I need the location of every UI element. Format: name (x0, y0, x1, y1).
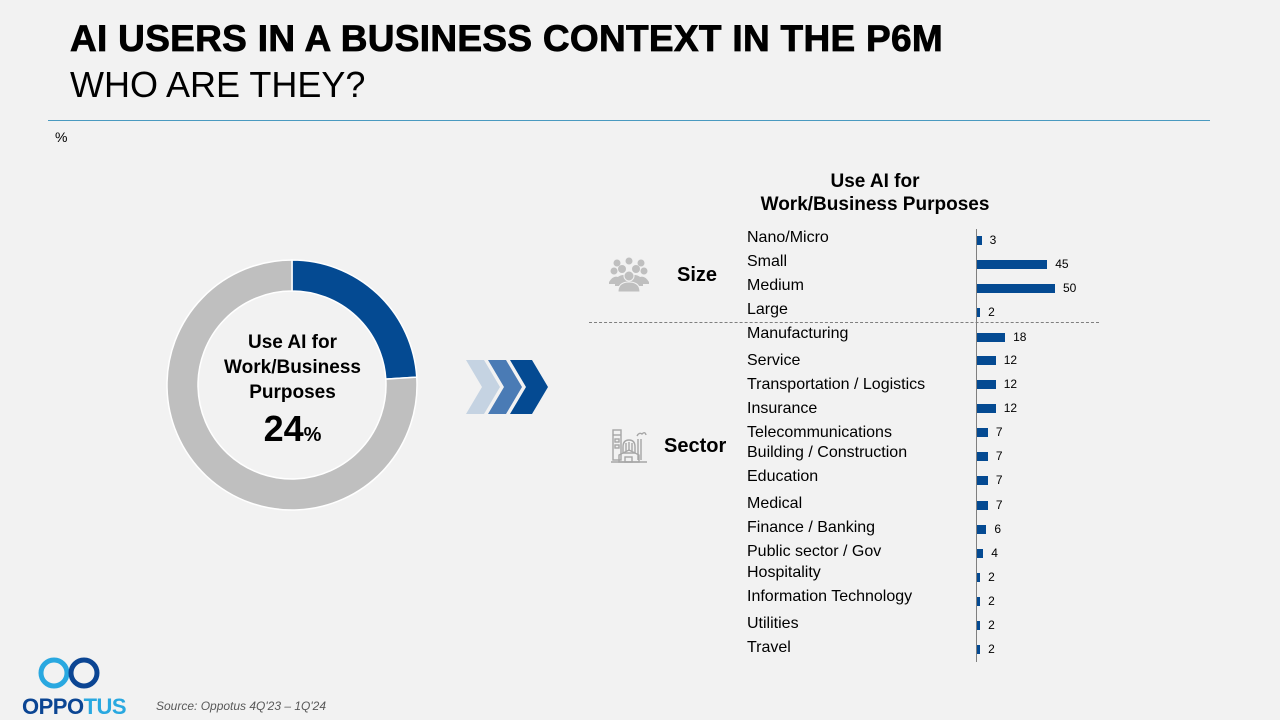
bar-value-label: 45 (1055, 257, 1069, 271)
category-label: Telecommunications (747, 424, 892, 441)
donut-value: 24% (195, 407, 390, 457)
bar (977, 236, 982, 245)
bar-chart-title-line2: Work/Business Purposes (760, 194, 990, 215)
sector-group-label: Sector (664, 435, 727, 457)
bar-chart-title-line1: Use AI for (830, 171, 920, 192)
bar-value-label: 2 (988, 642, 995, 656)
chevron-light-icon (466, 360, 500, 414)
donut-center-label: Use AI for Work/Business Purposes 24% (195, 330, 390, 457)
bar (977, 525, 987, 534)
bar (977, 645, 981, 654)
page-title: AI USERS IN A BUSINESS CONTEXT IN THE P6… (70, 18, 944, 60)
donut-chart (166, 259, 418, 511)
chevron-mid-icon (488, 360, 522, 414)
donut-slice-others (166, 259, 418, 511)
bar (977, 260, 1048, 269)
category-label: Building / Construction (747, 444, 908, 461)
category-label: Public sector / Gov (747, 543, 882, 560)
logo-text-part1: OPPO (22, 694, 84, 719)
category-label: Service (747, 352, 801, 369)
oppotus-logo-icon (38, 657, 100, 689)
category-label: Small (747, 253, 788, 270)
category-label: Education (747, 468, 819, 485)
donut-value-suffix: % (303, 424, 322, 446)
bar-value-label: 50 (1063, 281, 1077, 295)
bar (977, 428, 988, 437)
bar (977, 333, 1006, 342)
bar-value-label: 2 (988, 618, 995, 632)
category-label: Large (747, 301, 788, 318)
bar-value-label: 12 (1003, 353, 1018, 367)
bar-value-label: 7 (995, 473, 1003, 487)
unit-label: % (55, 129, 68, 145)
donut-label-line2: Work/Business (224, 357, 361, 378)
category-label: Insurance (747, 400, 818, 417)
bar-value-label: 2 (988, 594, 995, 608)
bar-value-label: 7 (995, 449, 1003, 463)
logo-text-part2: TUS (83, 694, 127, 719)
donut-value-number: 24 (263, 408, 304, 449)
category-label: Information Technology (747, 588, 913, 605)
bar-value-label: 7 (995, 425, 1003, 439)
category-label: Medium (747, 277, 804, 294)
bar (977, 404, 996, 413)
bar (977, 573, 981, 582)
bar-value-label: 2 (988, 305, 995, 319)
size-group-label: Size (677, 264, 718, 286)
oppotus-logo-text: OPPOTUS (22, 694, 127, 720)
bar-value-label: 7 (995, 498, 1003, 512)
category-label: Manufacturing (747, 325, 849, 342)
page-subtitle: WHO ARE THEY? (70, 64, 366, 105)
category-label: Travel (747, 639, 791, 656)
bar-value-label: 2 (988, 570, 995, 584)
bar (977, 356, 996, 365)
bar (977, 308, 981, 317)
bar (977, 476, 988, 485)
bar-value-label: 12 (1003, 401, 1018, 415)
category-label: Finance / Banking (747, 519, 876, 536)
category-label: Transportation / Logistics (747, 376, 926, 393)
bar (977, 452, 988, 461)
bar (977, 597, 981, 606)
bar (977, 549, 984, 558)
bar-value-label: 6 (994, 522, 1002, 536)
category-label: Utilities (747, 615, 799, 632)
source-note: Source: Oppotus 4Q'23 – 1Q'24 (156, 699, 327, 713)
bar-chart-title: Use AI for Work/Business Purposes (730, 170, 1020, 216)
bar (977, 621, 981, 630)
category-label: Medical (747, 495, 803, 512)
bar-value-label: 3 (989, 233, 997, 247)
header-divider (48, 120, 1210, 121)
bar-value-label: 18 (1013, 330, 1027, 344)
category-label: Hospitality (747, 564, 821, 581)
group-divider (589, 322, 1099, 323)
people-group-icon (609, 257, 649, 292)
chevron-arrows-icon (466, 360, 548, 414)
category-label: Nano/Micro (747, 229, 829, 246)
bar (977, 284, 1055, 293)
bar-value-label: 12 (1003, 377, 1018, 391)
chevron-dark-icon (510, 360, 548, 414)
bar-chart-axis (976, 229, 977, 662)
bar-value-label: 4 (991, 546, 998, 560)
bar (977, 501, 988, 510)
bar (977, 380, 996, 389)
donut-label-line3: Purposes (249, 382, 336, 403)
factory-icon (611, 429, 647, 463)
donut-label-line1: Use AI for (247, 332, 338, 353)
